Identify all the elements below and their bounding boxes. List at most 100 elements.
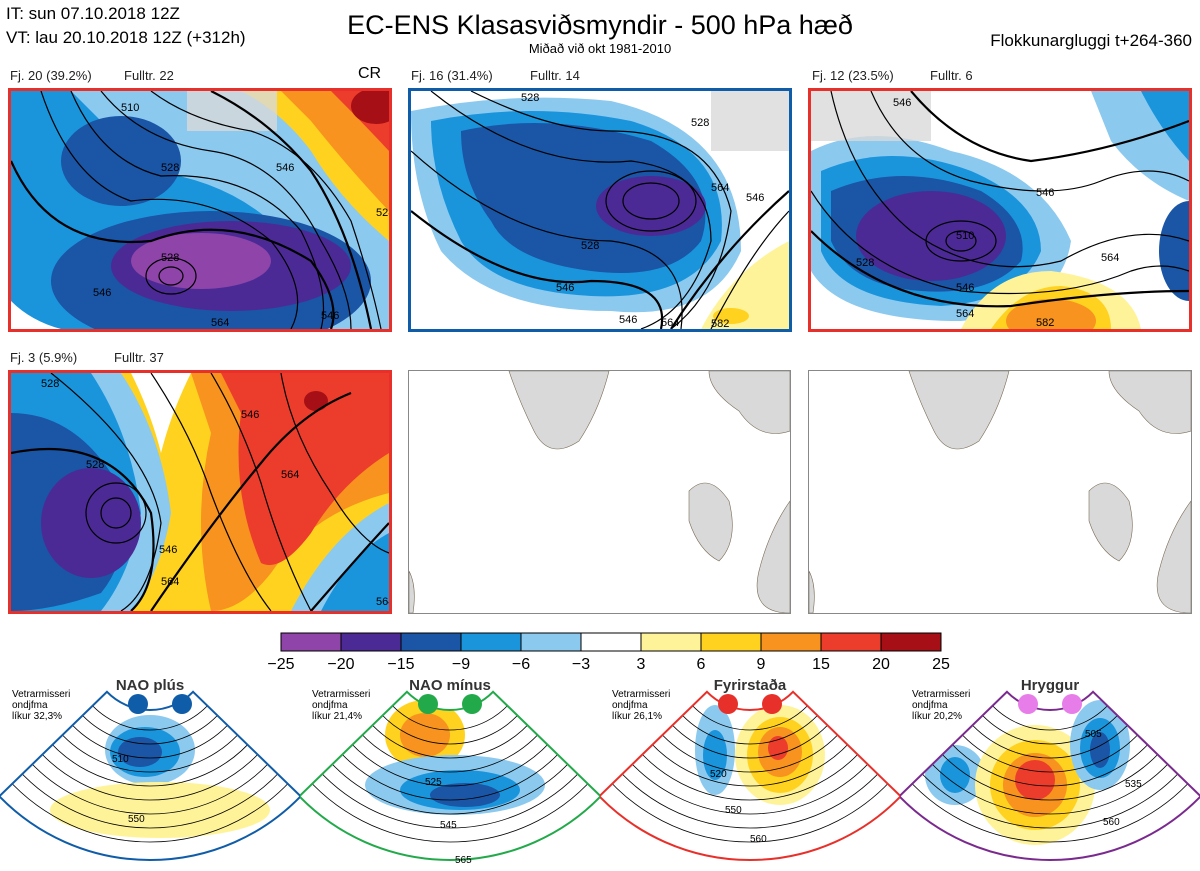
colorbar-bin bbox=[820, 632, 882, 652]
colorbar-bin bbox=[280, 632, 342, 652]
colorbar-tick-label: −20 bbox=[327, 656, 355, 673]
cluster-1-control: Fulltr. 22 bbox=[124, 68, 174, 83]
contour-label: 545 bbox=[440, 820, 457, 831]
contour-label: 528 bbox=[376, 207, 389, 219]
anomaly-shading bbox=[703, 730, 727, 780]
contour-label: 546 bbox=[956, 282, 974, 294]
regime-title: Hryggur bbox=[1020, 677, 1080, 694]
colorbar-bin bbox=[640, 632, 702, 652]
regime-marker-dot bbox=[718, 694, 738, 714]
colorbar-tick-label: 6 bbox=[696, 656, 706, 673]
contour-label: 510 bbox=[112, 754, 129, 765]
contour-label: 564 bbox=[711, 182, 729, 194]
regime-border bbox=[900, 690, 1200, 861]
contour-label: 564 bbox=[281, 469, 299, 481]
cluster-3-control: Fulltr. 6 bbox=[930, 68, 973, 83]
colorbar-bin bbox=[520, 632, 582, 652]
cluster-map-2: 528 528 546 564 546 528 546 564 582 bbox=[408, 88, 792, 332]
cluster-map-1-plot: 528 510 528 546 546 564 546 528 bbox=[11, 91, 389, 329]
colorbar-bin bbox=[760, 632, 822, 652]
height-contour bbox=[954, 725, 1146, 773]
contour-label: 565 bbox=[455, 855, 472, 866]
height-contour bbox=[654, 725, 846, 773]
regime-note: Vetrarmisseri ondjfma líkur 32,3% bbox=[12, 689, 71, 722]
height-contour bbox=[932, 742, 1168, 801]
contour-label: 564 bbox=[211, 317, 229, 329]
contour-label: 528 bbox=[161, 162, 179, 174]
height-contour bbox=[610, 760, 890, 829]
height-contour bbox=[376, 708, 524, 745]
regime-marker-dot bbox=[762, 694, 782, 714]
height-contour bbox=[32, 742, 268, 801]
anomaly-shading bbox=[400, 713, 450, 757]
cluster-map-4-plot: 528 528 546 564 546 564 564 bbox=[11, 373, 389, 611]
height-contour bbox=[343, 734, 557, 787]
colorbar-tick-label: −6 bbox=[511, 656, 531, 673]
cluster-map-3-plot: 546 546 510 528 546 564 564 582 bbox=[811, 91, 1189, 329]
contour-label: 528 bbox=[581, 240, 599, 252]
height-contour bbox=[332, 742, 568, 801]
regime-marker-dot bbox=[418, 694, 438, 714]
cluster-3-label: Fj. 12 (23.5%) bbox=[812, 68, 894, 83]
contour-label: 564 bbox=[956, 308, 974, 320]
colorbar-bin bbox=[700, 632, 762, 652]
colorbar-bins bbox=[280, 632, 942, 652]
height-contour bbox=[54, 725, 246, 773]
empty-map-coastlines bbox=[809, 371, 1191, 613]
colorbar-tick-label: 20 bbox=[872, 656, 890, 673]
contour-label: 535 bbox=[1125, 779, 1142, 790]
height-contour bbox=[621, 751, 879, 815]
anomaly-shading bbox=[50, 782, 270, 838]
contour-label: 505 bbox=[1085, 729, 1102, 740]
contour-label: 564 bbox=[161, 576, 179, 588]
cluster-2-label: Fj. 16 (31.4%) bbox=[411, 68, 493, 83]
regime-border bbox=[600, 690, 900, 861]
regime-sector-map: 525 545 565 bbox=[300, 690, 600, 866]
regime-sector-map: 510 550 bbox=[0, 690, 300, 861]
regime-marker-dot bbox=[462, 694, 482, 714]
height-contour bbox=[665, 716, 835, 759]
height-contour bbox=[65, 716, 235, 759]
height-contour bbox=[987, 699, 1113, 731]
contour-label: 510 bbox=[121, 102, 139, 114]
colorbar-tick-label: −3 bbox=[571, 656, 591, 673]
colorbar-bin bbox=[460, 632, 522, 652]
contour-label: 564 bbox=[661, 317, 679, 329]
regime-title: NAO plús bbox=[115, 677, 185, 694]
colorbar-bin bbox=[340, 632, 402, 652]
colorbar-tick-label: −9 bbox=[451, 656, 471, 673]
empty-map-coastlines bbox=[409, 371, 790, 613]
page-title: EC-ENS Klasasviðsmyndir - 500 hPa hæð bbox=[347, 10, 853, 40]
cluster-map-4: 528 528 546 564 546 564 564 bbox=[8, 370, 392, 614]
contour-label: 528 bbox=[521, 92, 539, 104]
empty-map-panel bbox=[808, 370, 1192, 614]
regime-note: Vetrarmisseri ondjfma líkur 20,2% bbox=[912, 689, 971, 722]
contour-label: 550 bbox=[725, 805, 742, 816]
regime-marker-dot bbox=[172, 694, 192, 714]
height-contour bbox=[43, 734, 257, 787]
height-contour bbox=[676, 708, 824, 745]
contour-label: 528 bbox=[856, 257, 874, 269]
regime-panel: 505 535 560 Hryggur Vetrarmisseri ondjfma lí… bbox=[900, 677, 1200, 870]
regime-sector-map: 505 535 560 bbox=[900, 690, 1200, 861]
cluster-map-1: 528 510 528 546 546 564 546 528 bbox=[8, 88, 392, 332]
height-contour bbox=[10, 760, 290, 829]
regime-note: Vetrarmisseri ondjfma líkur 21,4% bbox=[312, 689, 371, 722]
empty-map-panel bbox=[408, 370, 791, 614]
regime-marker-dot bbox=[1018, 694, 1038, 714]
height-contour bbox=[387, 699, 513, 731]
contour-label: 560 bbox=[1103, 817, 1120, 828]
regime-panel: 510 550 NAO plús Vetrarmisseri ondjfma líku… bbox=[0, 677, 300, 870]
contour-label: 546 bbox=[746, 192, 764, 204]
regime-marker-dot bbox=[128, 694, 148, 714]
regime-note: Vetrarmisseri ondjfma líkur 26,1% bbox=[612, 689, 671, 722]
cluster-map-2-plot: 528 528 546 564 546 528 546 564 582 bbox=[411, 91, 789, 329]
regime-title: Fyrirstaða bbox=[713, 677, 787, 694]
cluster-4-label: Fj. 3 (5.9%) bbox=[10, 350, 78, 365]
contour-label: 546 bbox=[159, 544, 177, 556]
contour-label: 546 bbox=[276, 162, 294, 174]
contour-label: 560 bbox=[750, 834, 767, 845]
height-contour bbox=[910, 760, 1190, 829]
anomaly-shading bbox=[1015, 760, 1055, 800]
height-contour bbox=[321, 751, 579, 815]
